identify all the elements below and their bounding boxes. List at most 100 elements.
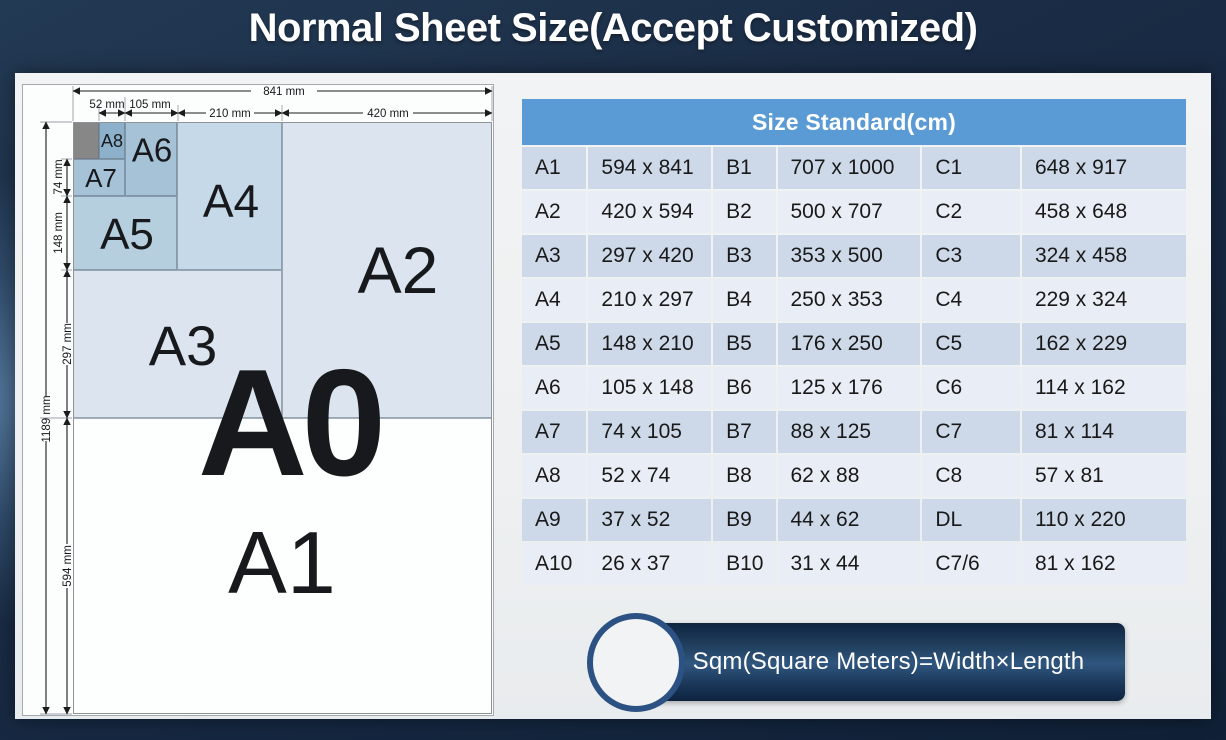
size-code-cell: B1 (713, 147, 776, 189)
size-value-cell: 81 x 114 (1021, 411, 1186, 453)
paper-size-diagram: 841 mm 52 mm 105 mm 210 mm 420 mm 1189 m… (22, 84, 494, 716)
size-code-cell: A6 (522, 367, 587, 409)
dim-label-1189mm: 1189 mm (41, 395, 53, 442)
dim-label-841mm: 841 mm (263, 86, 305, 98)
size-value-cell: 500 x 707 (777, 191, 921, 233)
dim-label-74mm: 74 mm (53, 159, 65, 194)
size-value-cell: 594 x 841 (588, 147, 712, 189)
size-value-cell: 74 x 105 (588, 411, 712, 453)
size-value-cell: 324 x 458 (1021, 235, 1186, 277)
size-code-cell: B6 (713, 367, 776, 409)
content-panel: 841 mm 52 mm 105 mm 210 mm 420 mm 1189 m… (15, 73, 1211, 719)
size-table-header: Size Standard(cm) (522, 99, 1186, 145)
page-title: Normal Sheet Size(Accept Customized) (248, 6, 978, 50)
size-value-cell: 31 x 44 (777, 543, 921, 585)
size-value-cell: 57 x 81 (1021, 455, 1186, 497)
size-code-cell: C1 (922, 147, 1020, 189)
paper-a0-label: A0 (197, 338, 386, 508)
size-value-cell: 37 x 52 (588, 499, 712, 541)
size-value-cell: 353 x 500 (777, 235, 921, 277)
size-value-cell: 707 x 1000 (777, 147, 921, 189)
size-value-cell: 110 x 220 (1021, 499, 1186, 541)
size-value-cell: 52 x 74 (588, 455, 712, 497)
size-value-cell: 44 x 62 (777, 499, 921, 541)
paper-a2 (282, 122, 492, 418)
size-code-cell: DL (922, 499, 1020, 541)
size-code-cell: C7/6 (922, 543, 1020, 585)
size-code-cell: B5 (713, 323, 776, 365)
paper-a8 (99, 122, 125, 159)
size-code-cell: A3 (522, 235, 587, 277)
size-code-cell: A9 (522, 499, 587, 541)
size-code-cell: B8 (713, 455, 776, 497)
formula-text: Sqm(Square Meters)=Width×Length (692, 648, 1085, 675)
dim-label-210mm: 210 mm (209, 108, 251, 120)
table-row: A5 148 x 210 B5 176 x 250 C5 162 x 229 (522, 323, 1186, 365)
size-code-cell: B7 (713, 411, 776, 453)
size-code-cell: C8 (922, 455, 1020, 497)
size-value-cell: 250 x 353 (777, 279, 921, 321)
size-code-cell: B9 (713, 499, 776, 541)
table-row: A1 594 x 841 B1 707 x 1000 C1 648 x 917 (522, 147, 1186, 189)
size-value-cell: 210 x 297 (588, 279, 712, 321)
decorative-circle (587, 613, 685, 712)
size-code-cell: C6 (922, 367, 1020, 409)
paper-a1-label: A1 (228, 513, 336, 612)
size-value-cell: 162 x 229 (1021, 323, 1186, 365)
size-value-cell: 458 x 648 (1021, 191, 1186, 233)
size-code-cell: C4 (922, 279, 1020, 321)
paper-a9-plus-region (73, 122, 99, 159)
dim-label-105mm: 105 mm (129, 99, 171, 111)
paper-a7-label: A7 (85, 163, 117, 193)
table-row: A2 420 x 594 B2 500 x 707 C2 458 x 648 (522, 191, 1186, 233)
paper-a3 (73, 270, 282, 418)
size-value-cell: 105 x 148 (588, 367, 712, 409)
size-value-cell: 125 x 176 (777, 367, 921, 409)
size-code-cell: A1 (522, 147, 587, 189)
paper-a4-label: A4 (202, 175, 260, 227)
paper-a8-label: A8 (100, 131, 124, 151)
dim-label-52mm: 52 mm (89, 99, 124, 111)
size-standard-table: Size Standard(cm) A1 594 x 841 B1 707 x … (520, 97, 1188, 587)
size-code-cell: A8 (522, 455, 587, 497)
dim-label-148mm: 148 mm (53, 212, 65, 254)
size-value-cell: 420 x 594 (588, 191, 712, 233)
table-row: A6 105 x 148 B6 125 x 176 C6 114 x 162 (522, 367, 1186, 409)
size-value-cell: 176 x 250 (777, 323, 921, 365)
size-code-cell: A5 (522, 323, 587, 365)
formula-banner: Sqm(Square Meters)=Width×Length (652, 623, 1125, 701)
table-row: A8 52 x 74 B8 62 x 88 C8 57 x 81 (522, 455, 1186, 497)
size-value-cell: 648 x 917 (1021, 147, 1186, 189)
paper-a5 (73, 196, 177, 270)
table-row: A7 74 x 105 B7 88 x 125 C7 81 x 114 (522, 411, 1186, 453)
table-header-row: Size Standard(cm) (522, 99, 1186, 145)
size-value-cell: 88 x 125 (777, 411, 921, 453)
size-value-cell: 62 x 88 (777, 455, 921, 497)
dim-label-420mm: 420 mm (367, 108, 409, 120)
table-row: A10 26 x 37 B10 31 x 44 C7/6 81 x 162 (522, 543, 1186, 585)
size-code-cell: A2 (522, 191, 587, 233)
paper-a4 (177, 122, 282, 270)
size-value-cell: 148 x 210 (588, 323, 712, 365)
size-value-cell: 26 x 37 (588, 543, 712, 585)
size-code-cell: C7 (922, 411, 1020, 453)
table-row: A9 37 x 52 B9 44 x 62 DL 110 x 220 (522, 499, 1186, 541)
size-code-cell: C3 (922, 235, 1020, 277)
paper-a3-label: A3 (148, 314, 218, 377)
size-value-cell: 114 x 162 (1021, 367, 1186, 409)
size-code-cell: C2 (922, 191, 1020, 233)
size-code-cell: B4 (713, 279, 776, 321)
size-code-cell: A7 (522, 411, 587, 453)
paper-a1 (73, 418, 492, 714)
size-code-cell: A10 (522, 543, 587, 585)
size-value-cell: 297 x 420 (588, 235, 712, 277)
paper-a7 (73, 159, 125, 196)
table-row: A3 297 x 420 B3 353 x 500 C3 324 x 458 (522, 235, 1186, 277)
paper-a5-label: A5 (100, 210, 154, 259)
paper-a6-label: A6 (131, 131, 173, 169)
size-code-cell: C5 (922, 323, 1020, 365)
paper-a6 (125, 122, 177, 196)
table-row: A4 210 x 297 B4 250 x 353 C4 229 x 324 (522, 279, 1186, 321)
size-value-cell: 81 x 162 (1021, 543, 1186, 585)
size-code-cell: B3 (713, 235, 776, 277)
